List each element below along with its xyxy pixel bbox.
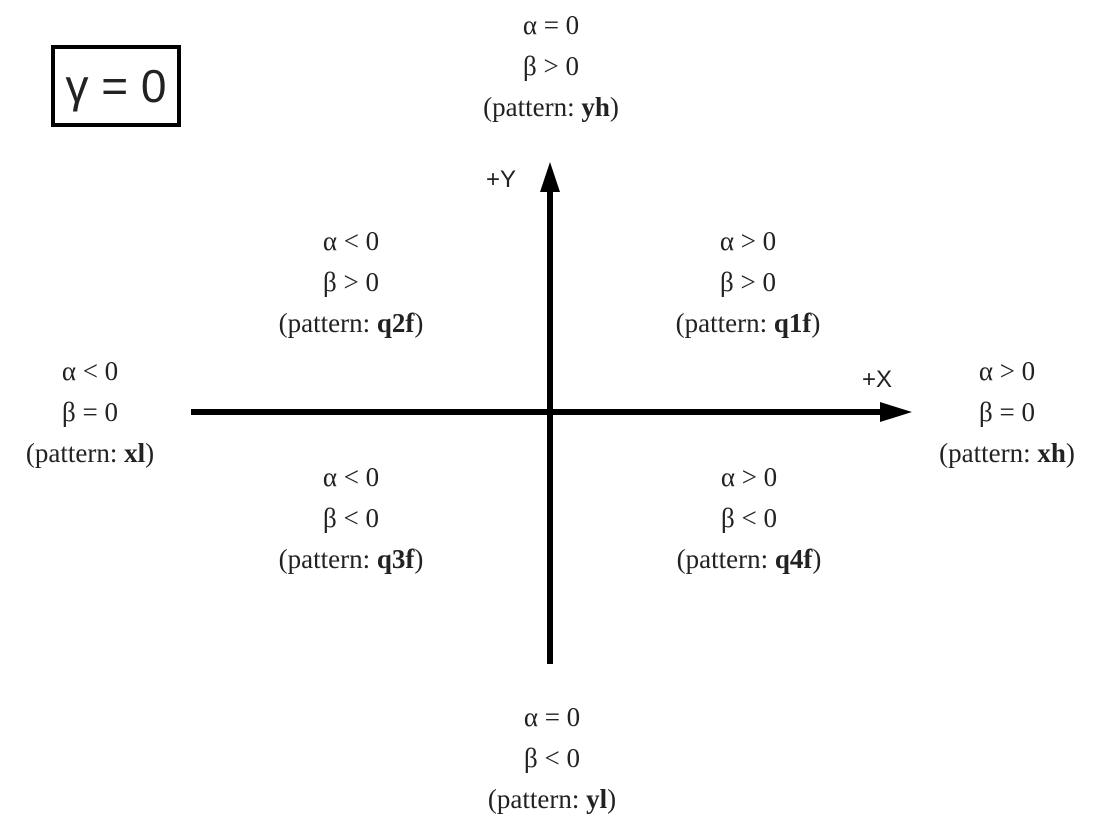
pattern-prefix: (pattern: (26, 438, 124, 468)
alpha-condition: α = 0 (441, 5, 661, 46)
pattern-prefix: (pattern: (939, 438, 1037, 468)
pattern-prefix: (pattern: (483, 92, 581, 122)
pattern-code: q3f (377, 544, 415, 574)
region-right: α > 0 β = 0 (pattern: xh) (912, 351, 1102, 474)
alpha-condition: α > 0 (639, 457, 859, 498)
pattern-suffix: ) (1066, 438, 1075, 468)
pattern-suffix: ) (610, 92, 619, 122)
alpha-condition: α > 0 (912, 351, 1102, 392)
pattern-prefix: (pattern: (488, 784, 586, 814)
alpha-condition: α < 0 (241, 221, 461, 262)
beta-condition: β = 0 (912, 392, 1102, 433)
pattern-line: (pattern: xl) (0, 433, 180, 474)
region-upper-right: α > 0 β > 0 (pattern: q1f) (638, 221, 858, 344)
pattern-suffix: ) (414, 308, 423, 338)
pattern-code: q1f (774, 308, 812, 338)
beta-condition: β > 0 (638, 262, 858, 303)
beta-condition: β < 0 (442, 738, 662, 779)
pattern-line: (pattern: yl) (442, 779, 662, 820)
pattern-prefix: (pattern: (279, 544, 377, 574)
region-top: α = 0 β > 0 (pattern: yh) (441, 5, 661, 128)
pattern-line: (pattern: q4f) (639, 539, 859, 580)
pattern-line: (pattern: q1f) (638, 303, 858, 344)
beta-condition: β < 0 (639, 498, 859, 539)
pattern-code: yl (586, 784, 607, 814)
alpha-condition: α < 0 (241, 457, 461, 498)
alpha-condition: α = 0 (442, 697, 662, 738)
beta-condition: β = 0 (0, 392, 180, 433)
y-axis-label: +Y (486, 166, 516, 194)
gamma-case-label: γ = 0 (65, 59, 166, 113)
beta-condition: β < 0 (241, 498, 461, 539)
pattern-line: (pattern: yh) (441, 87, 661, 128)
pattern-line: (pattern: q2f) (241, 303, 461, 344)
x-axis-arrowhead (880, 402, 912, 422)
pattern-code: yh (581, 92, 610, 122)
pattern-code: xh (1037, 438, 1066, 468)
gamma-case-box: γ = 0 (51, 45, 181, 127)
pattern-suffix: ) (414, 544, 423, 574)
pattern-suffix: ) (811, 308, 820, 338)
pattern-prefix: (pattern: (677, 544, 775, 574)
pattern-line: (pattern: xh) (912, 433, 1102, 474)
pattern-code: q2f (377, 308, 415, 338)
y-axis-arrowhead (540, 162, 560, 192)
region-upper-left: α < 0 β > 0 (pattern: q2f) (241, 221, 461, 344)
alpha-condition: α > 0 (638, 221, 858, 262)
pattern-prefix: (pattern: (676, 308, 774, 338)
pattern-prefix: (pattern: (279, 308, 377, 338)
beta-condition: β > 0 (241, 262, 461, 303)
pattern-line: (pattern: q3f) (241, 539, 461, 580)
pattern-code: xl (124, 438, 145, 468)
pattern-suffix: ) (607, 784, 616, 814)
pattern-code: q4f (775, 544, 813, 574)
region-lower-left: α < 0 β < 0 (pattern: q3f) (241, 457, 461, 580)
region-left: α < 0 β = 0 (pattern: xl) (0, 351, 180, 474)
pattern-suffix: ) (812, 544, 821, 574)
x-axis-label: +X (862, 366, 892, 394)
alpha-condition: α < 0 (0, 351, 180, 392)
pattern-suffix: ) (145, 438, 154, 468)
beta-condition: β > 0 (441, 46, 661, 87)
region-lower-right: α > 0 β < 0 (pattern: q4f) (639, 457, 859, 580)
region-bottom: α = 0 β < 0 (pattern: yl) (442, 697, 662, 820)
